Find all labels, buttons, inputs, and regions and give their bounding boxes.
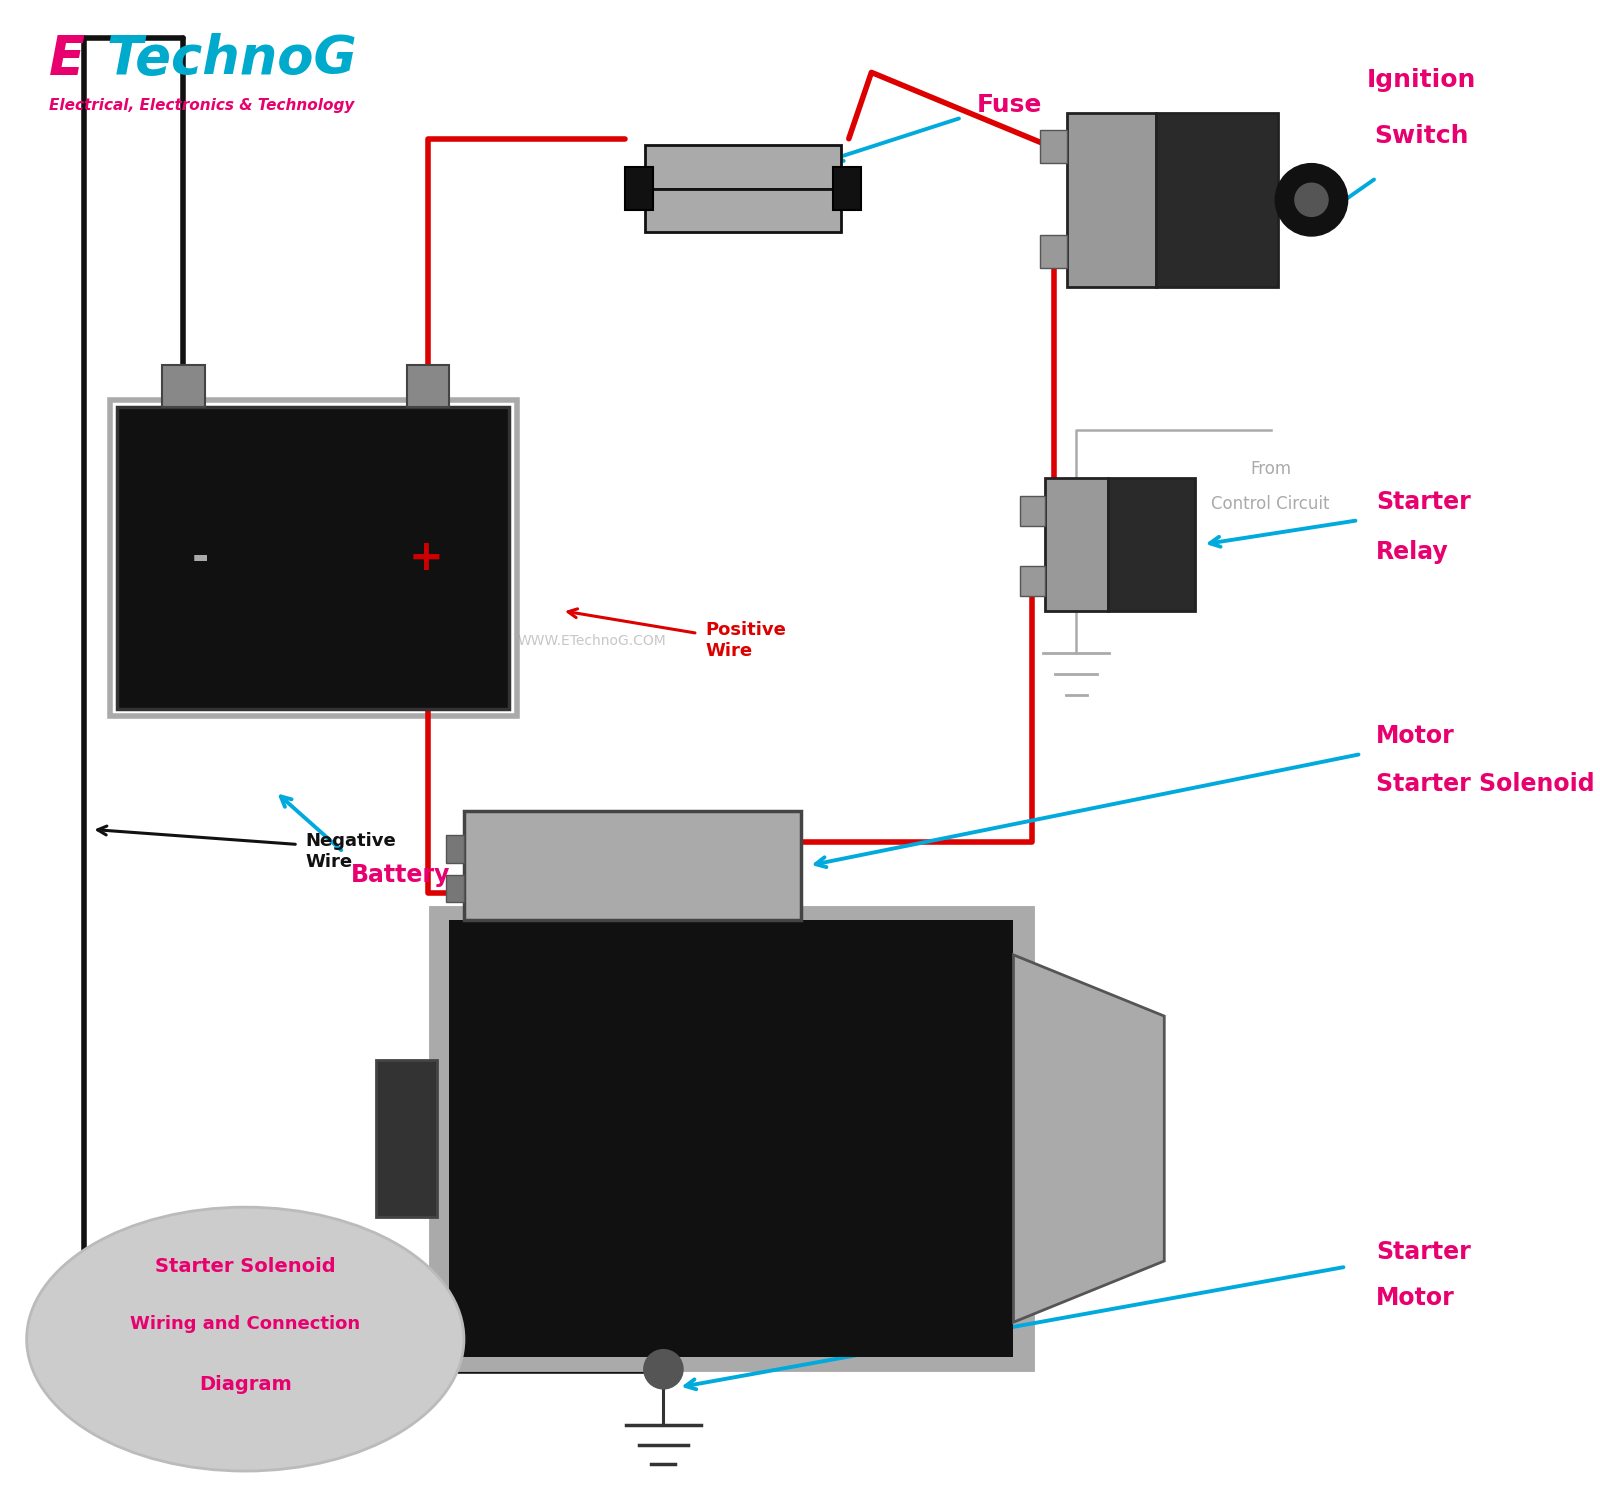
FancyBboxPatch shape xyxy=(626,166,653,211)
Text: Starter: Starter xyxy=(1376,1240,1470,1264)
FancyBboxPatch shape xyxy=(446,875,464,902)
FancyBboxPatch shape xyxy=(162,365,205,407)
FancyBboxPatch shape xyxy=(1045,478,1107,611)
Text: Ignition: Ignition xyxy=(1366,68,1477,92)
Text: Fuse: Fuse xyxy=(976,93,1042,118)
Polygon shape xyxy=(1013,955,1165,1323)
FancyBboxPatch shape xyxy=(1040,130,1067,163)
Text: Motor: Motor xyxy=(1376,1286,1454,1310)
Text: Switch: Switch xyxy=(1374,124,1469,148)
Text: Battery: Battery xyxy=(350,863,450,887)
Ellipse shape xyxy=(27,1206,464,1472)
Text: Positive
Wire: Positive Wire xyxy=(706,621,786,661)
FancyBboxPatch shape xyxy=(117,407,509,709)
FancyBboxPatch shape xyxy=(450,920,1013,1357)
Text: Relay: Relay xyxy=(1376,540,1450,564)
Text: Wiring and Connection: Wiring and Connection xyxy=(130,1315,360,1333)
Text: Negative
Wire: Negative Wire xyxy=(306,832,397,872)
FancyBboxPatch shape xyxy=(645,188,842,232)
Text: TechnoG: TechnoG xyxy=(107,33,357,84)
Text: -: - xyxy=(192,537,208,579)
Text: Starter: Starter xyxy=(1376,490,1470,514)
Text: E: E xyxy=(50,33,85,84)
FancyBboxPatch shape xyxy=(1067,113,1155,287)
FancyBboxPatch shape xyxy=(1021,566,1045,596)
Text: Starter Solenoid: Starter Solenoid xyxy=(1376,772,1595,796)
FancyBboxPatch shape xyxy=(1155,113,1278,287)
Text: WWW.ETechnoG.COM: WWW.ETechnoG.COM xyxy=(518,633,667,648)
Circle shape xyxy=(643,1350,683,1389)
Text: From: From xyxy=(1250,460,1291,478)
FancyBboxPatch shape xyxy=(430,908,1032,1369)
Circle shape xyxy=(1275,164,1347,235)
FancyBboxPatch shape xyxy=(446,835,464,863)
FancyBboxPatch shape xyxy=(834,166,861,211)
FancyBboxPatch shape xyxy=(1107,478,1195,611)
FancyBboxPatch shape xyxy=(1040,235,1067,268)
FancyBboxPatch shape xyxy=(376,1060,437,1217)
FancyBboxPatch shape xyxy=(406,365,450,407)
Text: Starter Solenoid: Starter Solenoid xyxy=(155,1258,336,1276)
Text: Diagram: Diagram xyxy=(198,1375,291,1393)
Text: Control Circuit: Control Circuit xyxy=(1211,495,1330,513)
Text: Motor: Motor xyxy=(1376,724,1454,748)
Text: Electrical, Electronics & Technology: Electrical, Electronics & Technology xyxy=(50,98,355,113)
FancyBboxPatch shape xyxy=(1021,496,1045,526)
FancyBboxPatch shape xyxy=(645,145,842,188)
Circle shape xyxy=(1294,182,1328,216)
Text: +: + xyxy=(410,537,443,579)
FancyBboxPatch shape xyxy=(464,811,802,920)
